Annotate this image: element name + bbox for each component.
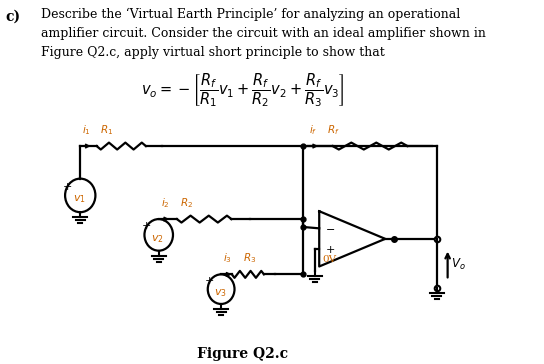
Text: $v_2$: $v_2$ [151, 233, 164, 245]
Text: $i_1$: $i_1$ [82, 123, 91, 137]
Text: $-$: $-$ [325, 223, 335, 233]
Text: $v_1$: $v_1$ [73, 193, 86, 205]
Text: $i_f$: $i_f$ [310, 123, 318, 137]
Text: +: + [141, 221, 151, 231]
Text: $R_f$: $R_f$ [327, 123, 340, 137]
Text: Describe the ‘Virtual Earth Principle’ for analyzing an operational
amplifier ci: Describe the ‘Virtual Earth Principle’ f… [41, 8, 486, 59]
Text: $R_3$: $R_3$ [243, 252, 256, 265]
Text: $V_o$: $V_o$ [451, 257, 466, 272]
Text: $v_3$: $v_3$ [214, 287, 227, 299]
Text: $R_2$: $R_2$ [180, 197, 193, 210]
Text: Figure Q2.c: Figure Q2.c [197, 347, 288, 361]
Text: $i_3$: $i_3$ [223, 252, 232, 265]
Text: 0V: 0V [322, 255, 336, 264]
Text: $v_o = -\left[\dfrac{R_f}{R_1}v_1 + \dfrac{R_f}{R_2}v_2 + \dfrac{R_f}{R_3}v_3\ri: $v_o = -\left[\dfrac{R_f}{R_1}v_1 + \dfr… [141, 71, 344, 109]
Text: $+$: $+$ [325, 244, 335, 255]
Text: $R_1$: $R_1$ [100, 123, 113, 137]
Text: +: + [205, 276, 214, 286]
Text: +: + [63, 182, 72, 191]
Text: $i_2$: $i_2$ [160, 197, 169, 210]
Text: c): c) [5, 10, 21, 24]
